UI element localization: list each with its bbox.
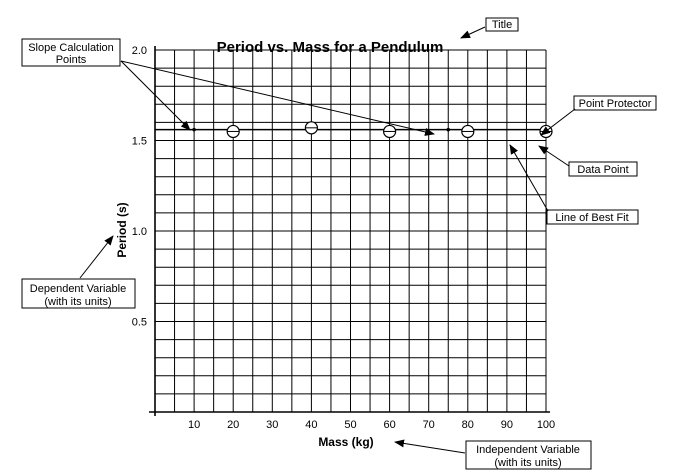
title-callout-text: Title bbox=[492, 19, 512, 31]
data-point-box bbox=[568, 161, 638, 177]
point-protector-callout: Point Protector bbox=[540, 95, 657, 136]
slope-callout: Slope Calculation Points bbox=[21, 38, 435, 136]
y-tick-label: 1.0 bbox=[132, 226, 147, 238]
slope-callout-line1: Slope Calculation bbox=[28, 42, 114, 54]
best-fit-callout: Line of Best Fit bbox=[509, 144, 639, 225]
dependent-box bbox=[21, 278, 136, 309]
independent-arrow bbox=[394, 439, 466, 454]
x-tick-label: 90 bbox=[501, 419, 513, 431]
data-point-callout: Data Point bbox=[538, 145, 638, 177]
data-marks bbox=[155, 121, 553, 139]
data-point-arrow bbox=[538, 145, 570, 167]
independent-line1: Independent Variable bbox=[476, 444, 580, 456]
y-axis-label: Period (s) bbox=[115, 202, 129, 257]
x-tick-label: 30 bbox=[266, 419, 278, 431]
y-tick-label: 2.0 bbox=[132, 45, 147, 57]
slope-arrow-2 bbox=[120, 60, 435, 136]
dependent-arrow bbox=[79, 235, 114, 279]
point-protector-text: Point Protector bbox=[579, 98, 652, 110]
x-tick-label: 70 bbox=[423, 419, 435, 431]
x-tick-label: 60 bbox=[383, 419, 395, 431]
y-tick-label: 1.5 bbox=[132, 136, 147, 148]
slope-arrow-1 bbox=[120, 60, 191, 131]
tick-labels: 10 20 30 40 50 60 70 80 90 100 0.5 1.0 1.5 2.0 bbox=[132, 45, 555, 431]
chart-title: Period vs. Mass for a Pendulum bbox=[217, 39, 444, 56]
x-tick-label: 40 bbox=[305, 419, 317, 431]
independent-line2: (with its units) bbox=[494, 457, 561, 469]
point-protector-arrow bbox=[540, 108, 576, 136]
x-tick-label: 20 bbox=[227, 419, 239, 431]
axes bbox=[149, 46, 550, 416]
independent-box bbox=[465, 440, 592, 470]
y-tick-label: 0.5 bbox=[132, 317, 147, 329]
grid bbox=[154, 49, 547, 413]
x-tick-label: 10 bbox=[188, 419, 200, 431]
x-tick-label: 80 bbox=[462, 419, 474, 431]
slope-point bbox=[446, 127, 451, 132]
best-fit-box bbox=[546, 209, 639, 225]
best-fit-arrow bbox=[509, 144, 549, 212]
title-callout-box bbox=[485, 17, 519, 32]
title-arrow bbox=[460, 26, 486, 39]
dependent-line2: (with its units) bbox=[44, 296, 111, 308]
slope-callout-box bbox=[21, 38, 121, 67]
slope-point bbox=[192, 127, 196, 132]
data-point-text: Data Point bbox=[577, 164, 628, 176]
best-fit-text: Line of Best Fit bbox=[555, 212, 628, 224]
x-axis-label: Mass (kg) bbox=[318, 435, 373, 449]
title-callout: Title bbox=[460, 17, 519, 39]
x-tick-label: 50 bbox=[344, 419, 356, 431]
independent-callout: Independent Variable (with its units) bbox=[394, 439, 592, 470]
dependent-callout: Dependent Variable (with its units) bbox=[21, 235, 136, 309]
point-protector-box bbox=[573, 95, 657, 111]
dependent-line1: Dependent Variable bbox=[30, 283, 126, 295]
slope-callout-line2: Points bbox=[56, 54, 87, 66]
x-tick-label: 100 bbox=[537, 419, 555, 431]
